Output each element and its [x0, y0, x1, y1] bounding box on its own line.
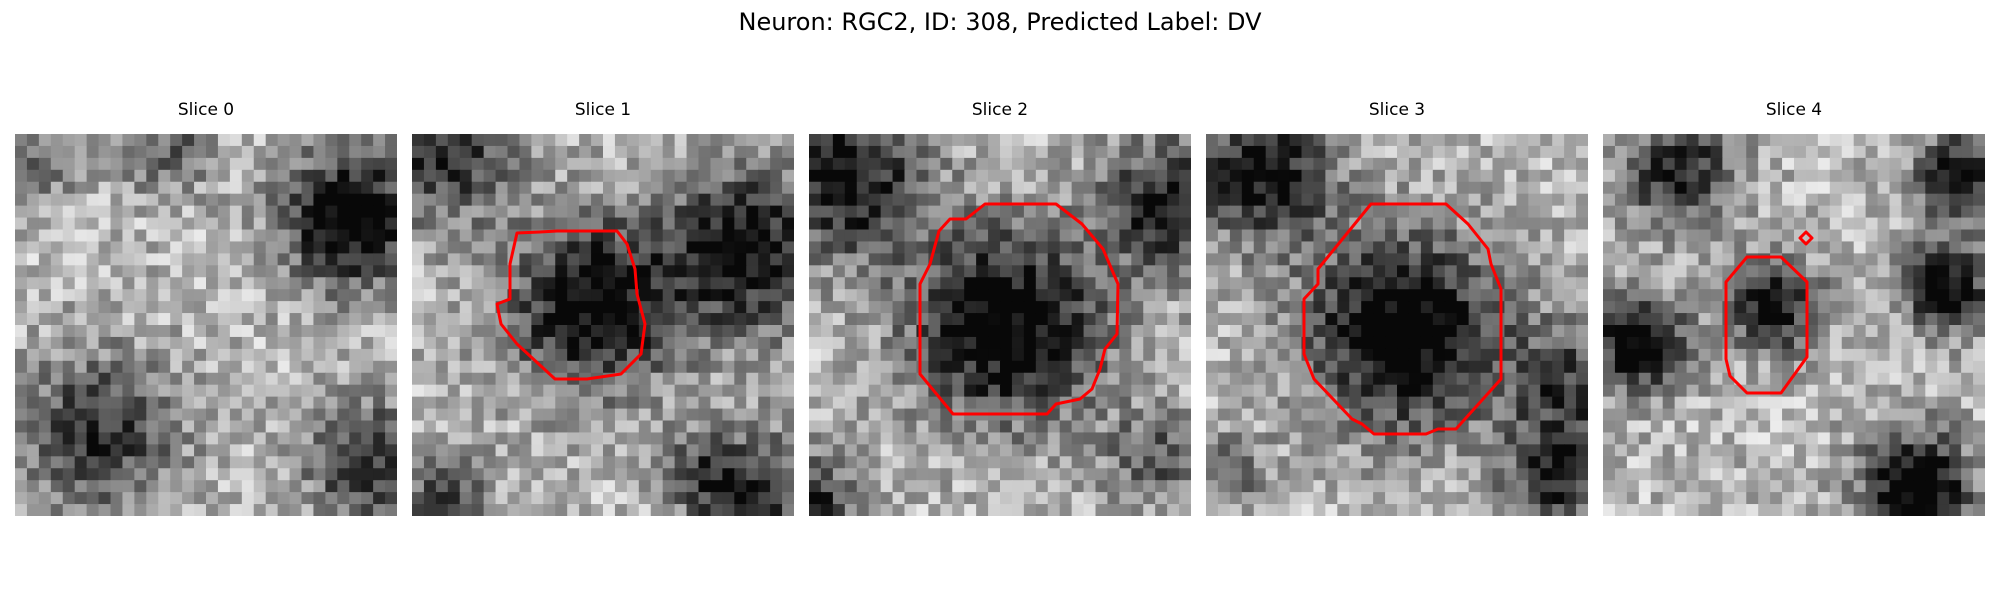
pixel-grid [412, 134, 794, 516]
slice-image-1 [412, 134, 794, 516]
roi-contour [1724, 255, 1809, 395]
slice-image-4 [1603, 134, 1985, 516]
figure-title: Neuron: RGC2, ID: 308, Predicted Label: … [738, 8, 1262, 36]
slice-image-2 [809, 134, 1191, 516]
roi-contour-small [1798, 230, 1814, 246]
pixel-grid [1206, 134, 1588, 516]
slice-image-0 [15, 134, 397, 516]
slice-title: Slice 1 [574, 100, 632, 120]
roi-contour [1302, 202, 1503, 436]
pixel-grid [15, 134, 397, 516]
slice-title: Slice 3 [1368, 100, 1426, 120]
slice-title: Slice 2 [971, 100, 1029, 120]
slice-image-3 [1206, 134, 1588, 516]
slice-title: Slice 4 [1765, 100, 1823, 120]
slice-panel-4: Slice 4 [1603, 100, 1985, 516]
roi-contour [918, 202, 1120, 416]
slice-panel-1: Slice 1 [412, 100, 794, 516]
pixel-grid [809, 134, 1191, 516]
pixel-grid [1603, 134, 1985, 516]
slice-panel-0: Slice 0 [15, 100, 397, 516]
roi-contour [495, 229, 647, 381]
slice-panel-2: Slice 2 [809, 100, 1191, 516]
slice-panel-3: Slice 3 [1206, 100, 1588, 516]
slice-title: Slice 0 [177, 100, 235, 120]
